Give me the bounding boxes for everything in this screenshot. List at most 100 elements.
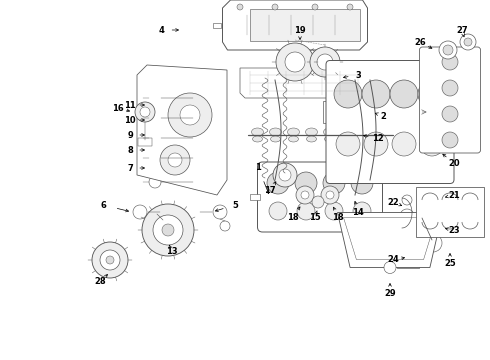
Text: 10: 10 bbox=[124, 116, 136, 125]
Circle shape bbox=[426, 195, 438, 207]
Bar bbox=[397, 246, 419, 268]
Circle shape bbox=[301, 191, 309, 199]
Circle shape bbox=[285, 52, 305, 72]
Ellipse shape bbox=[378, 136, 389, 142]
Bar bbox=[250, 9, 360, 41]
Polygon shape bbox=[137, 65, 227, 195]
Circle shape bbox=[168, 153, 182, 167]
Circle shape bbox=[352, 105, 366, 119]
Bar bbox=[409, 113, 451, 163]
Circle shape bbox=[269, 202, 287, 220]
Ellipse shape bbox=[307, 136, 317, 142]
Circle shape bbox=[325, 202, 343, 220]
Circle shape bbox=[295, 172, 317, 194]
Circle shape bbox=[296, 186, 314, 204]
Circle shape bbox=[423, 147, 437, 161]
Ellipse shape bbox=[251, 128, 264, 136]
Circle shape bbox=[213, 205, 227, 219]
Circle shape bbox=[336, 132, 360, 156]
Circle shape bbox=[180, 105, 200, 125]
Circle shape bbox=[416, 210, 428, 222]
Circle shape bbox=[439, 41, 457, 59]
Circle shape bbox=[419, 143, 441, 165]
Circle shape bbox=[106, 256, 114, 264]
Text: 29: 29 bbox=[384, 289, 396, 298]
Text: 14: 14 bbox=[352, 207, 364, 216]
Circle shape bbox=[237, 4, 243, 10]
Circle shape bbox=[402, 195, 412, 205]
Bar bbox=[138, 138, 152, 146]
Circle shape bbox=[149, 112, 161, 124]
Circle shape bbox=[442, 80, 458, 96]
Circle shape bbox=[321, 186, 339, 204]
Text: 3: 3 bbox=[355, 71, 361, 80]
Text: 26: 26 bbox=[414, 37, 426, 46]
Circle shape bbox=[193, 112, 205, 124]
Circle shape bbox=[142, 204, 194, 256]
Polygon shape bbox=[322, 101, 417, 123]
Circle shape bbox=[392, 132, 416, 156]
Circle shape bbox=[390, 80, 418, 108]
Ellipse shape bbox=[342, 128, 353, 136]
Circle shape bbox=[419, 111, 441, 133]
Circle shape bbox=[267, 172, 289, 194]
Circle shape bbox=[328, 105, 342, 119]
Circle shape bbox=[149, 132, 161, 144]
Circle shape bbox=[442, 132, 458, 148]
Circle shape bbox=[464, 38, 472, 46]
Circle shape bbox=[193, 132, 205, 144]
Circle shape bbox=[353, 202, 371, 220]
Text: 18: 18 bbox=[287, 212, 299, 221]
Circle shape bbox=[153, 215, 183, 245]
Text: 1: 1 bbox=[255, 162, 261, 171]
Circle shape bbox=[351, 172, 373, 194]
Circle shape bbox=[384, 261, 396, 274]
Circle shape bbox=[422, 191, 442, 211]
Text: 16: 16 bbox=[112, 104, 124, 112]
Text: 24: 24 bbox=[387, 256, 399, 265]
Text: 22: 22 bbox=[387, 198, 399, 207]
Text: 7: 7 bbox=[127, 163, 133, 172]
Text: 19: 19 bbox=[294, 26, 306, 35]
FancyBboxPatch shape bbox=[326, 60, 454, 184]
Circle shape bbox=[92, 242, 128, 278]
Circle shape bbox=[400, 105, 414, 119]
Circle shape bbox=[193, 92, 205, 104]
Circle shape bbox=[149, 176, 161, 188]
Circle shape bbox=[323, 172, 345, 194]
FancyBboxPatch shape bbox=[258, 162, 383, 232]
Circle shape bbox=[364, 132, 388, 156]
Circle shape bbox=[149, 92, 161, 104]
Text: 4: 4 bbox=[158, 26, 164, 35]
Ellipse shape bbox=[289, 136, 298, 142]
Ellipse shape bbox=[361, 136, 370, 142]
Polygon shape bbox=[240, 68, 370, 98]
Text: 20: 20 bbox=[448, 158, 460, 167]
Circle shape bbox=[385, 127, 400, 143]
Circle shape bbox=[442, 54, 458, 70]
Text: 6: 6 bbox=[100, 201, 106, 210]
Text: 8: 8 bbox=[127, 145, 133, 154]
Circle shape bbox=[149, 152, 161, 164]
Circle shape bbox=[276, 43, 314, 81]
Text: 18: 18 bbox=[332, 212, 344, 221]
Circle shape bbox=[220, 221, 230, 231]
Ellipse shape bbox=[324, 136, 335, 142]
Ellipse shape bbox=[252, 136, 263, 142]
Circle shape bbox=[310, 47, 340, 77]
Circle shape bbox=[424, 234, 442, 252]
Text: 21: 21 bbox=[448, 190, 460, 199]
Circle shape bbox=[423, 115, 437, 129]
Text: 2: 2 bbox=[380, 112, 386, 121]
FancyBboxPatch shape bbox=[419, 47, 481, 153]
Circle shape bbox=[362, 80, 390, 108]
Circle shape bbox=[317, 54, 333, 70]
Circle shape bbox=[168, 93, 212, 137]
Circle shape bbox=[272, 4, 278, 10]
Circle shape bbox=[160, 145, 190, 175]
Circle shape bbox=[193, 176, 205, 188]
Text: 15: 15 bbox=[309, 212, 321, 221]
Circle shape bbox=[420, 132, 444, 156]
Ellipse shape bbox=[288, 128, 299, 136]
Circle shape bbox=[100, 250, 120, 270]
